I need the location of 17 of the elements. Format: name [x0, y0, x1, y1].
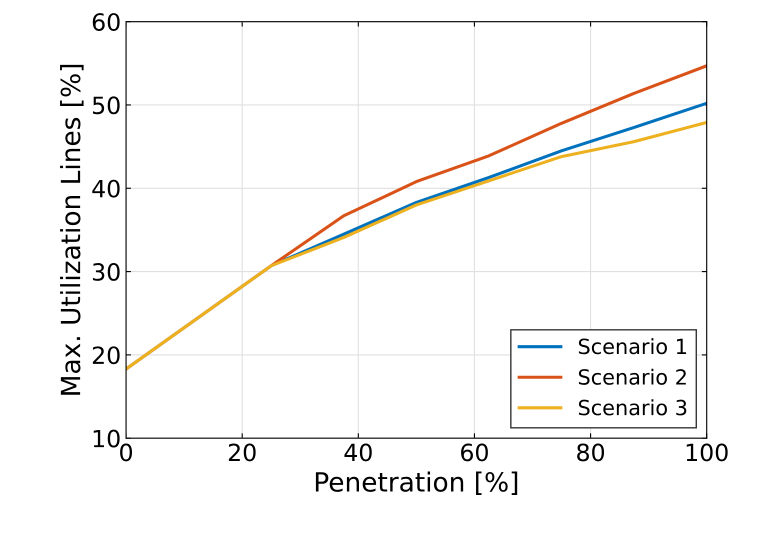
legend-label: Scenario 1 — [578, 338, 686, 354]
x-tick-label: 60 — [461, 443, 488, 462]
y-tick-label: 30 — [92, 263, 120, 281]
legend-label: Scenario 2 — [578, 368, 686, 385]
y-tick-label: 10 — [94, 430, 120, 448]
x-tick-label: 80 — [577, 443, 604, 462]
x-tick-label: 20 — [228, 443, 256, 462]
y-tick-label: 60 — [92, 13, 120, 31]
x-tick-label: 0 — [120, 443, 132, 462]
y-tick-label: 40 — [92, 180, 120, 198]
y-axis-title: Max. Utilization Lines [%] — [60, 64, 84, 395]
legend-label: Scenario 3 — [578, 399, 686, 416]
y-tick-label: 20 — [92, 346, 120, 364]
x-tick-label: 100 — [686, 443, 728, 462]
x-tick-label: 40 — [344, 443, 372, 462]
y-tick-label: 50 — [92, 96, 120, 114]
x-axis-title: Penetration [%] — [316, 471, 518, 496]
